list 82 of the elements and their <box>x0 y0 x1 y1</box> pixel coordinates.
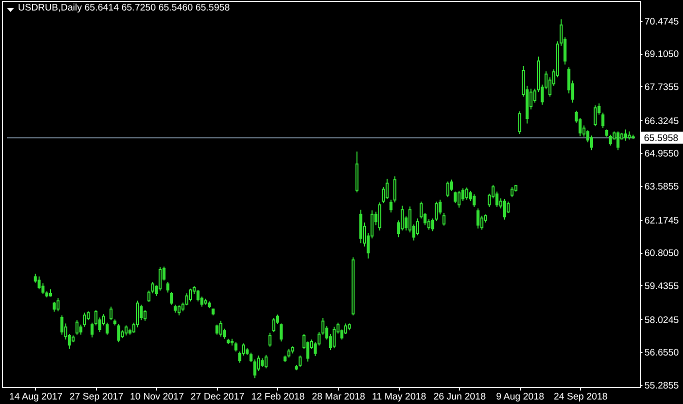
candlestick <box>458 190 461 208</box>
y-tick-label: 70.4745 <box>644 16 679 28</box>
candlestick <box>510 186 514 198</box>
x-tick-label: 9 Aug 2018 <box>496 392 544 402</box>
candlestick <box>52 301 56 312</box>
candlestick <box>393 176 396 203</box>
candlestick <box>476 208 480 230</box>
y-tick-label: 67.7355 <box>644 82 679 93</box>
candlestick <box>250 352 253 363</box>
candlestick <box>321 317 324 336</box>
candlestick <box>272 317 276 333</box>
candlestick <box>75 320 78 336</box>
y-tick-label: 62.1745 <box>644 215 679 226</box>
candlestick <box>60 314 64 336</box>
y-tick-label: 63.5855 <box>644 181 679 192</box>
candlestick <box>170 292 174 306</box>
x-tick-label: 24 Sep 2018 <box>554 392 608 402</box>
y-tick-label: 56.6550 <box>644 348 679 359</box>
candlestick <box>234 342 238 352</box>
candlestick <box>434 201 438 222</box>
candlestick <box>38 276 41 290</box>
candlestick <box>446 181 450 198</box>
candlestick <box>608 134 612 146</box>
candlestick <box>196 289 200 302</box>
x-tick-label: 14 Aug 2017 <box>9 392 63 402</box>
ref-line-label: 65.5958 <box>644 132 678 144</box>
candlestick <box>140 304 143 321</box>
candlestick <box>188 288 192 302</box>
candlestick <box>472 194 476 208</box>
candlestick <box>506 201 510 214</box>
y-tick-label: 55.2855 <box>644 380 679 392</box>
candlestick <box>166 281 170 294</box>
candlestick <box>442 212 446 226</box>
x-tick-label: 11 May 2018 <box>372 392 426 402</box>
x-tick-label: 26 Jun 2018 <box>433 392 486 402</box>
candlestick <box>461 188 464 202</box>
candlestick <box>454 191 457 204</box>
candlestick <box>518 110 522 135</box>
y-tick-label: 58.0245 <box>644 314 679 326</box>
candlestick <box>41 282 44 294</box>
x-tick-label: 27 Sep 2017 <box>69 392 124 402</box>
candlestick <box>416 218 419 236</box>
x-tick-label: 28 Mar 2018 <box>312 392 366 402</box>
candlestick <box>124 324 128 336</box>
candlestick <box>178 304 181 316</box>
candlestick <box>102 314 105 326</box>
candlestick <box>450 179 454 192</box>
y-tick-label: 64.9550 <box>644 148 679 160</box>
candlestick <box>264 354 268 369</box>
candlestick <box>298 355 302 368</box>
candlestick <box>400 205 404 231</box>
candlestick <box>280 322 283 342</box>
x-tick-label: 10 Nov 2017 <box>130 392 184 402</box>
candlestick <box>594 104 597 127</box>
candlestick <box>359 209 362 244</box>
candlestick <box>219 320 222 338</box>
chart-title: USDRUB,Daily 65.6414 65.7250 65.5460 65.5958 <box>18 2 230 14</box>
x-tick-label: 27 Dec 2017 <box>190 392 244 402</box>
x-tick-label: 12 Feb 2018 <box>251 392 305 402</box>
candlestick <box>616 130 620 151</box>
candlestick <box>378 202 382 231</box>
candlestick <box>117 323 120 343</box>
candlestick <box>90 322 94 338</box>
candlestick <box>431 218 434 232</box>
candlestick <box>106 322 109 336</box>
candlestick <box>601 112 604 129</box>
candlestick <box>215 324 218 336</box>
candlestick <box>110 306 113 321</box>
y-tick-label: 60.8050 <box>644 248 679 260</box>
candlestick <box>386 178 389 200</box>
candlestick <box>624 129 628 142</box>
y-tick-label: 66.3245 <box>644 116 679 127</box>
y-tick-label: 69.1050 <box>644 49 679 60</box>
candlestick <box>389 199 392 213</box>
y-tick-label: 59.4355 <box>644 280 679 292</box>
candlestick <box>332 326 336 349</box>
candlestick <box>268 332 272 348</box>
candlestick <box>253 358 256 379</box>
candlestick <box>56 298 60 312</box>
candlestick <box>502 198 506 220</box>
candlestick <box>590 135 593 151</box>
candlestick <box>465 187 468 200</box>
